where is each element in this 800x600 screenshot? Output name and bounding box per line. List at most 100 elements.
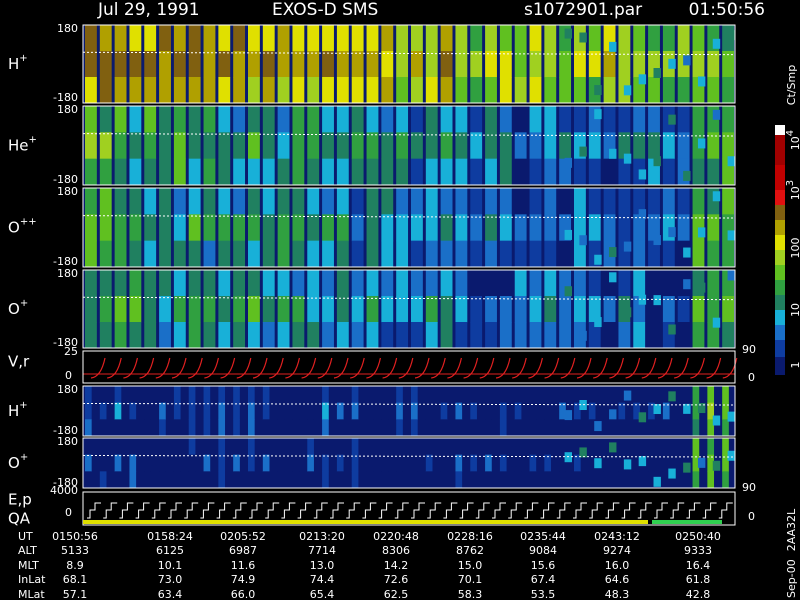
spectro-cell xyxy=(144,471,151,489)
axis-label: 0 xyxy=(65,506,72,519)
spectro-cell xyxy=(277,188,290,215)
spectro-cell xyxy=(559,132,572,160)
spectro-cell xyxy=(396,402,403,420)
spectro-cell xyxy=(683,247,691,258)
spectro-cell xyxy=(455,188,468,215)
spectro-cell xyxy=(381,214,394,242)
row-value: 8.9 xyxy=(66,559,84,572)
spectro-cell xyxy=(85,296,97,323)
spectro-cell xyxy=(292,454,300,472)
row-value: 0205:52 xyxy=(220,530,266,543)
spectro-cell xyxy=(712,317,721,328)
spectro-cell xyxy=(277,454,285,472)
spectro-cell xyxy=(336,240,349,268)
spectro-cell xyxy=(114,158,127,186)
spectro-cell xyxy=(129,402,137,420)
spectro-cell xyxy=(336,270,349,297)
spectro-cell xyxy=(99,240,112,268)
spectro-cell xyxy=(233,25,246,52)
spectro-cell xyxy=(307,240,320,268)
spectro-cell xyxy=(648,270,660,297)
spectro-cell xyxy=(633,132,646,160)
spectro-cell xyxy=(692,386,700,404)
spectro-cell xyxy=(188,386,196,404)
spectro-cell xyxy=(662,77,675,104)
spectro-cell xyxy=(603,106,616,133)
spectro-cell xyxy=(499,188,512,215)
footer: Sep-00 2AA32L xyxy=(785,508,798,598)
spectro-cell xyxy=(173,51,186,78)
spectro-cell xyxy=(722,51,735,78)
row-value: 42.8 xyxy=(686,588,711,600)
row-value: 58.3 xyxy=(458,588,483,600)
spectro-cell xyxy=(144,296,157,323)
spectro-cell xyxy=(455,438,463,456)
row-value: 63.4 xyxy=(158,588,183,600)
spectro-cell xyxy=(159,454,166,472)
colorbar-tick-label-base: 1 xyxy=(789,362,800,369)
spectro-cell xyxy=(203,419,211,437)
spectro-cell xyxy=(188,132,201,160)
spectro-cell xyxy=(277,106,290,133)
spectro-cell xyxy=(623,153,632,164)
spectro-cell xyxy=(396,188,409,215)
spectro-cell xyxy=(692,51,705,78)
spectro-cell xyxy=(440,419,448,437)
spectro-cell xyxy=(559,402,566,420)
spectro-cell xyxy=(633,77,646,104)
colorbar-tick-label-base: 10 xyxy=(789,136,800,150)
spectro-cell xyxy=(351,106,364,133)
spectro-cell xyxy=(292,322,305,349)
spectro-cell xyxy=(114,296,127,323)
spectro-cell xyxy=(529,214,542,242)
spectro-cell xyxy=(336,51,349,78)
spectro-cell xyxy=(425,77,438,104)
spectro-cell xyxy=(248,438,255,456)
spectro-cell xyxy=(129,132,142,160)
row-value: 62.5 xyxy=(384,588,409,600)
spectro-cell xyxy=(559,386,566,404)
spectro-cell xyxy=(707,471,715,489)
spectro-cell xyxy=(544,214,557,242)
spectro-cell xyxy=(559,438,566,456)
spectro-cell xyxy=(262,386,270,404)
spectro-cell xyxy=(114,77,127,104)
spectro-cell xyxy=(99,296,112,323)
spectro-cell xyxy=(609,41,617,52)
spectro-cell xyxy=(485,402,492,420)
colorbar-swatch xyxy=(775,325,785,340)
spectro-cell xyxy=(692,106,705,133)
row-value: 72.6 xyxy=(384,573,409,586)
spectro-cell xyxy=(603,77,616,104)
spectro-cell xyxy=(603,296,616,323)
row-value: 16.4 xyxy=(686,559,711,572)
spectro-cell xyxy=(440,296,453,323)
spectro-cell xyxy=(173,454,181,472)
spectro-cell xyxy=(322,438,329,456)
colorbar-swatch xyxy=(775,190,785,205)
spectro-cell xyxy=(218,158,231,186)
spectro-cell xyxy=(529,438,537,456)
spectro-cell xyxy=(396,240,409,268)
spectro-cell xyxy=(648,471,655,489)
spectro-cell xyxy=(707,51,720,78)
spectro-cell xyxy=(336,77,349,104)
spectro-cell xyxy=(559,419,566,437)
spectro-cell xyxy=(411,438,418,456)
spectro-cell xyxy=(648,402,655,420)
axis-label: 180 xyxy=(57,22,78,35)
spectro-cell xyxy=(455,296,468,323)
panel-label-base: H xyxy=(8,55,19,73)
row-value: 10.1 xyxy=(158,559,183,572)
spectro-cell xyxy=(85,158,97,186)
spectro-cell xyxy=(579,447,587,458)
spectro-cell xyxy=(307,296,320,323)
spectro-cell xyxy=(366,51,379,78)
spectro-cell xyxy=(648,77,660,104)
spectro-cell xyxy=(262,322,275,349)
spectro-cell xyxy=(662,471,670,489)
spectro-cell xyxy=(292,106,305,133)
spectro-cell xyxy=(677,188,690,215)
spectro-cell xyxy=(440,77,453,104)
spectro-cell xyxy=(307,386,314,404)
